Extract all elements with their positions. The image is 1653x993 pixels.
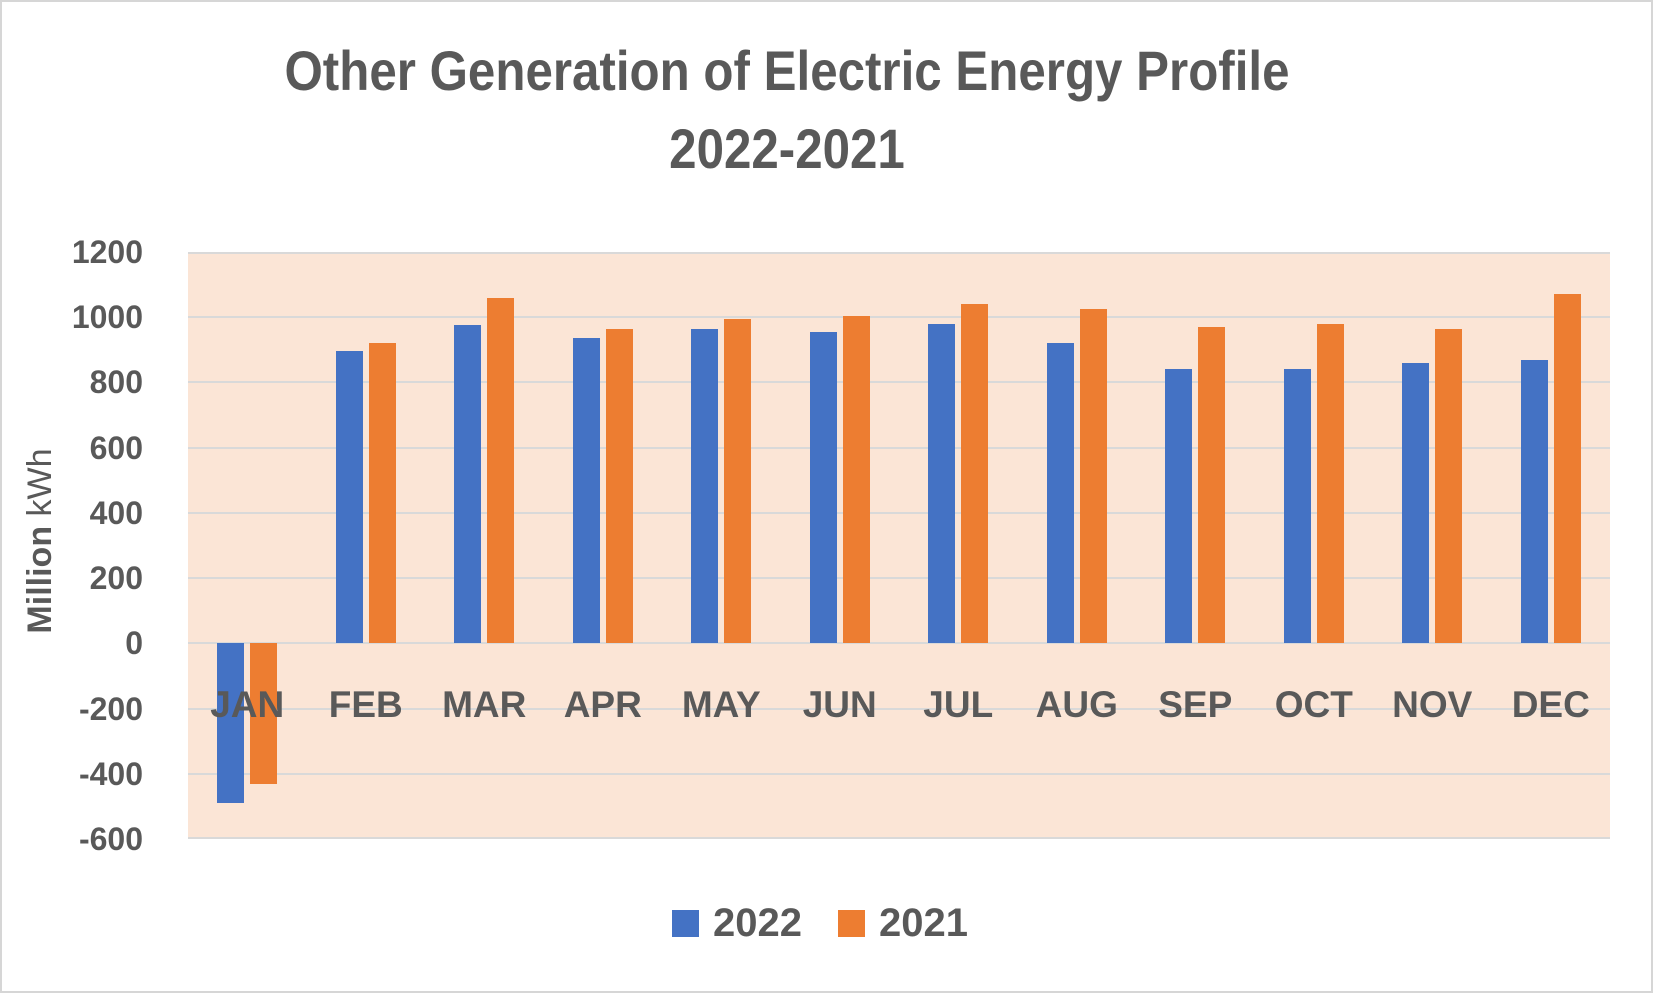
legend-label-2022: 2022 — [713, 901, 802, 945]
y-tick-label--600: -600 — [78, 821, 143, 857]
bar-2021-nov — [1435, 328, 1463, 644]
gridline--400 — [188, 772, 1610, 775]
bar-2022-dec — [1520, 359, 1548, 644]
chart-title: Other Generation of Electric Energy Prof… — [96, 32, 1478, 188]
x-axis-label-nov: NOV — [1392, 684, 1473, 725]
x-axis-label-apr: APR — [563, 684, 642, 725]
bar-2022-jul — [928, 323, 956, 644]
gridline-1000 — [188, 316, 1610, 319]
legend: 2022 2021 — [672, 900, 968, 946]
bar-2022-may — [691, 328, 719, 644]
bar-2021-jan — [250, 643, 278, 784]
bar-2022-mar — [454, 325, 482, 644]
y-tick-label-400: 400 — [89, 494, 143, 531]
x-axis-label-jan: JAN — [210, 684, 285, 725]
bar-2021-aug — [1079, 309, 1107, 644]
y-tick-label-1200: 1200 — [71, 234, 143, 270]
bar-2021-oct — [1316, 323, 1344, 644]
x-axis-label-mar: MAR — [442, 684, 527, 725]
x-axis-label-may: MAY — [681, 684, 761, 725]
gridline-1200 — [188, 252, 1610, 254]
gridline-800 — [188, 381, 1610, 384]
bar-2022-aug — [1046, 343, 1074, 644]
chart-title-line2: 2022-2021 — [669, 117, 905, 180]
x-axis-label-oct: OCT — [1274, 684, 1353, 725]
legend-label-2021: 2021 — [878, 901, 968, 945]
gridline--600 — [188, 837, 1610, 839]
x-axis-label-sep: SEP — [1158, 684, 1233, 725]
bar-2021-mar — [487, 297, 515, 644]
legend-item-2022: 2022 — [672, 903, 802, 943]
bar-2022-nov — [1402, 362, 1430, 644]
x-axis-label-aug: AUG — [1035, 684, 1118, 725]
x-axis-label-jul: JUL — [923, 684, 994, 725]
bar-2022-apr — [572, 338, 600, 644]
gridline-600 — [188, 446, 1610, 449]
gridline--200 — [188, 707, 1610, 710]
bar-2021-sep — [1198, 327, 1226, 644]
bar-2022-jan — [217, 643, 245, 804]
plot-area: JAN FEB MAR APR MAY JUN JUL AUG SEP OCT NOV DEC — [188, 252, 1610, 839]
y-tick-label--200: -200 — [78, 690, 143, 727]
bar-2021-apr — [605, 328, 633, 644]
chart-title-line1: Other Generation of Electric Energy Prof… — [284, 39, 1290, 102]
legend-item-2021: 2021 — [837, 901, 968, 945]
bar-2021-feb — [368, 343, 396, 644]
bar-2022-sep — [1165, 369, 1193, 644]
y-tick-label--400: -400 — [78, 755, 143, 792]
bar-2022-feb — [335, 351, 363, 644]
bar-2021-jun — [842, 315, 870, 644]
y-tick-label-800: 800 — [89, 364, 143, 401]
y-tick-label-600: 600 — [89, 429, 143, 466]
bar-2021-may — [724, 318, 752, 644]
y-tick-label-1000: 1000 — [71, 299, 143, 336]
x-axis-label-feb: FEB — [328, 684, 403, 725]
gridline-400 — [188, 511, 1610, 514]
legend-swatch-2022 — [672, 909, 699, 937]
bar-2021-jul — [961, 304, 989, 644]
bar-2022-jun — [809, 331, 837, 644]
bar-2022-oct — [1283, 369, 1311, 644]
gridline-200 — [188, 577, 1610, 580]
y-tick-label-0: 0 — [125, 625, 143, 662]
legend-swatch-2021 — [837, 909, 865, 937]
x-axis-label-jun: JUN — [802, 684, 877, 725]
gridline-0 — [188, 642, 1610, 645]
x-axis-label-dec: DEC — [1511, 684, 1590, 725]
bar-2021-dec — [1553, 294, 1581, 644]
y-tick-label-200: 200 — [89, 560, 143, 597]
